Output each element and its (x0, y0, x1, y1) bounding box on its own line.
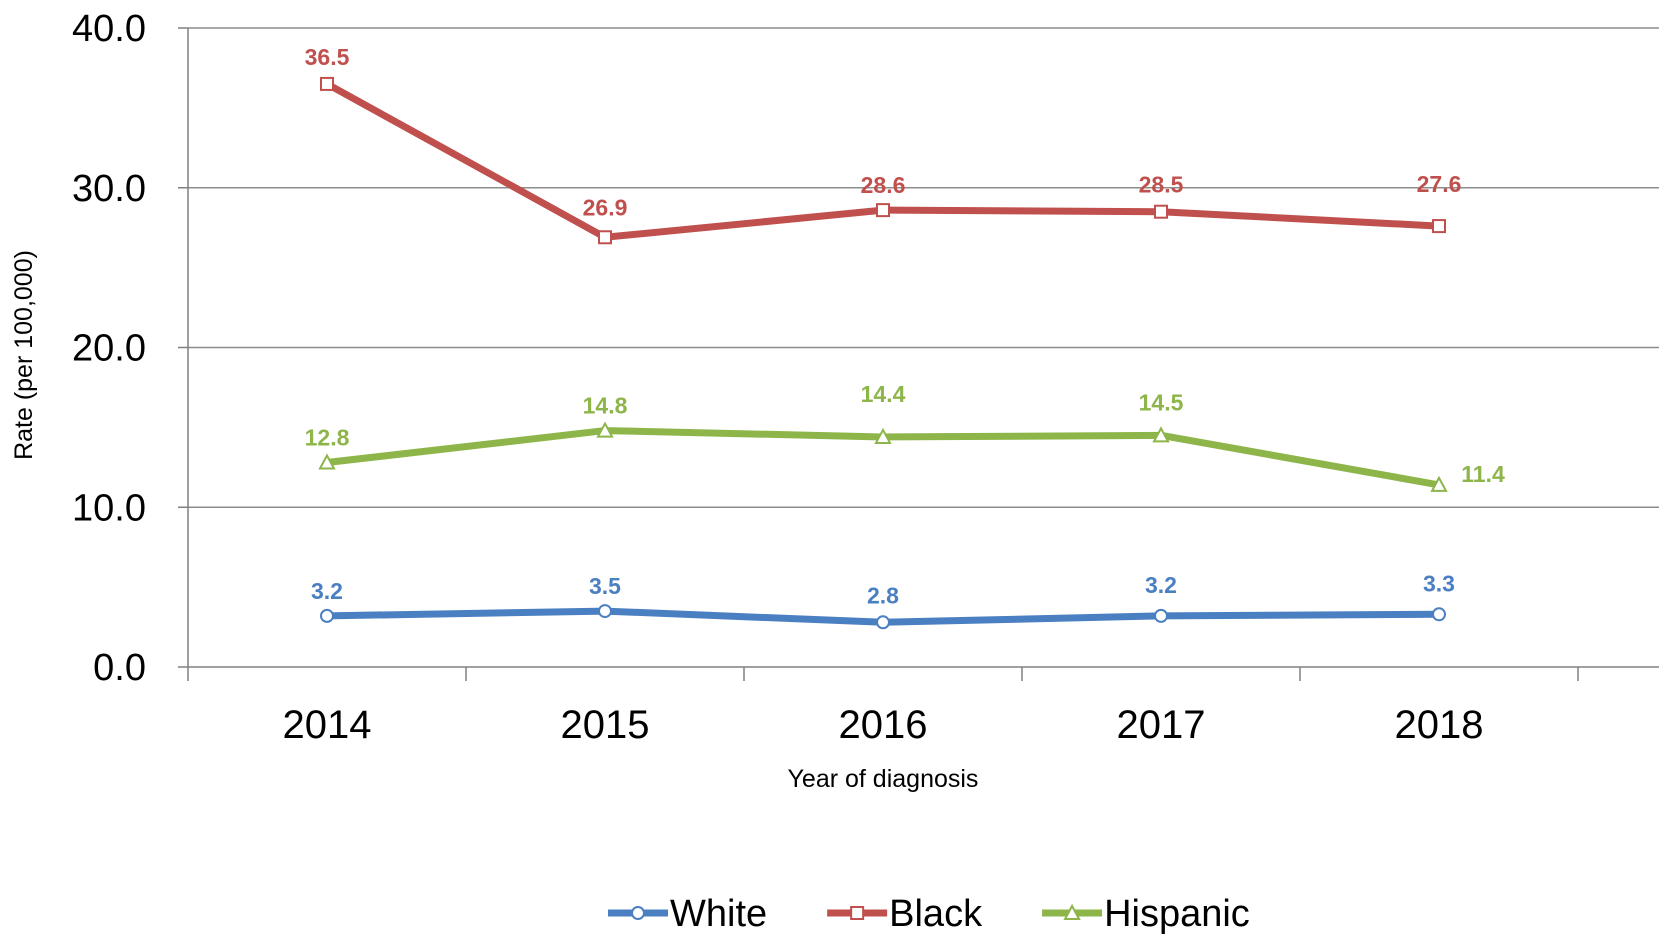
x-tick-label: 2015 (561, 703, 650, 747)
point-black (598, 230, 612, 245)
series-hispanic (318, 421, 1448, 492)
data-label-hispanic: 11.4 (1461, 461, 1505, 487)
point-white (320, 608, 334, 623)
axes (187, 28, 1659, 681)
y-tick-label: 30.0 (72, 168, 146, 210)
x-tick-label: 2014 (283, 703, 372, 747)
legend-marker-hispanic (1063, 903, 1081, 920)
point-black (1154, 204, 1168, 219)
data-label-hispanic: 14.4 (861, 381, 906, 407)
legend-item-white: White (608, 893, 767, 935)
data-label-black: 26.9 (583, 194, 628, 220)
y-tick-label: 10.0 (72, 487, 146, 529)
legend-marker-white (631, 906, 645, 920)
data-label-white: 3.2 (1145, 572, 1177, 598)
data-label-hispanic: 14.5 (1139, 389, 1184, 415)
data-label-white: 2.8 (867, 582, 899, 608)
legend-marker-black (850, 906, 865, 920)
legend: White Black Hispanic (608, 893, 1250, 935)
y-tick-label: 20.0 (72, 328, 146, 370)
data-label-white: 3.5 (589, 573, 621, 599)
data-label-black: 28.5 (1139, 172, 1184, 198)
legend-item-black: Black (827, 893, 983, 935)
data-label-white: 3.3 (1423, 570, 1455, 596)
point-black (876, 203, 890, 218)
y-axis-label: Rate (per 100,000) (10, 250, 38, 460)
y-tick-label: 40.0 (72, 8, 146, 50)
point-white (1154, 608, 1168, 623)
legend-item-hispanic: Hispanic (1042, 893, 1250, 935)
point-hispanic (1430, 475, 1448, 492)
point-hispanic (874, 427, 892, 444)
point-white (876, 615, 890, 630)
x-tick-label: 2016 (839, 703, 928, 747)
gridlines (178, 27, 1659, 668)
series-white (320, 604, 1446, 630)
point-hispanic (596, 421, 614, 438)
point-hispanic (318, 453, 336, 470)
data-label-black: 36.5 (305, 44, 350, 70)
series-lines (318, 76, 1448, 630)
y-tick-label: 0.0 (93, 647, 146, 689)
data-label-black: 28.6 (861, 172, 906, 198)
legend-label-hispanic: Hispanic (1104, 893, 1250, 934)
data-label-hispanic: 12.8 (305, 425, 350, 451)
y-tick-labels: 0.0 10.0 20.0 30.0 40.0 (72, 8, 146, 689)
point-black (320, 76, 334, 91)
point-hispanic (1152, 426, 1170, 443)
data-labels: 3.2 3.5 2.8 3.2 3.3 36.5 26.9 28.6 28.5 27.6 12.8 1… (305, 44, 1505, 608)
legend-label-black: Black (889, 893, 983, 934)
x-axis-label: Year of diagnosis (788, 765, 979, 793)
point-white (1432, 607, 1446, 622)
point-white (598, 604, 612, 619)
series-black (320, 76, 1446, 245)
data-label-white: 3.2 (311, 578, 343, 604)
x-tick-label: 2018 (1395, 703, 1484, 747)
x-tick-label: 2017 (1117, 703, 1206, 747)
data-label-hispanic: 14.8 (583, 393, 628, 419)
data-label-black: 27.6 (1417, 171, 1462, 197)
point-black (1432, 219, 1446, 234)
legend-label-white: White (670, 893, 767, 934)
x-tick-labels: 2014 2015 2016 2017 2018 (283, 703, 1484, 747)
